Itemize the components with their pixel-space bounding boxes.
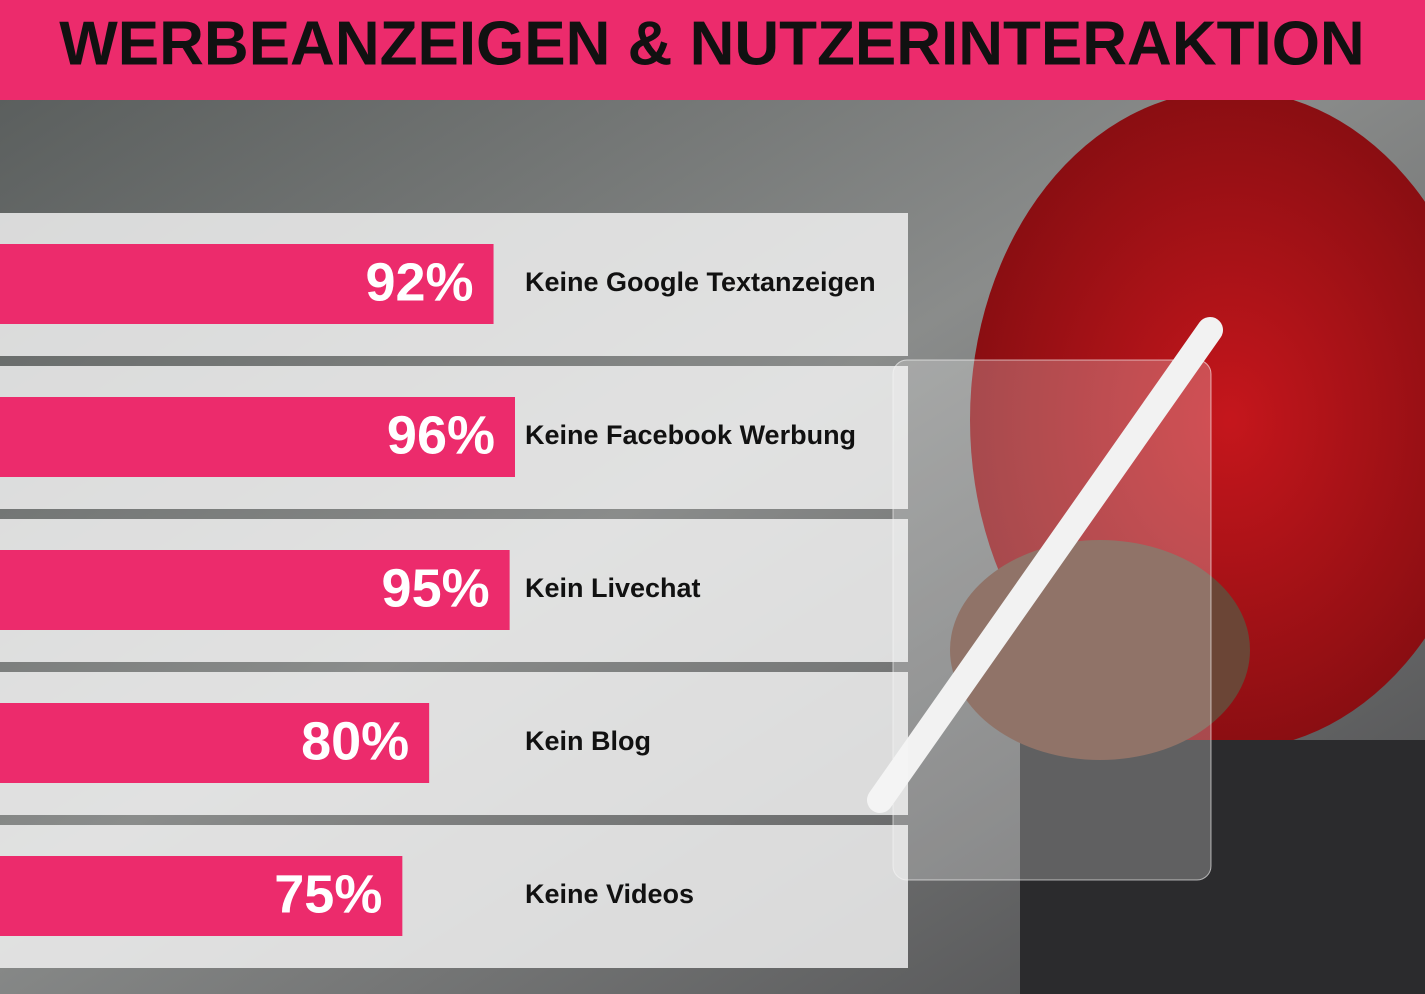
category-label: Keine Google Textanzeigen	[525, 267, 876, 297]
chart-title: WERBEANZEIGEN & NUTZERINTERAKTION	[59, 9, 1364, 78]
value-label: 92%	[365, 252, 473, 312]
value-label: 96%	[387, 405, 495, 465]
bar	[0, 550, 510, 630]
bar	[0, 856, 403, 936]
category-label: Kein Blog	[525, 726, 651, 756]
bar	[0, 703, 430, 783]
category-label: Kein Livechat	[525, 573, 701, 603]
bar	[0, 397, 515, 477]
value-label: 75%	[274, 864, 382, 924]
category-label: Keine Facebook Werbung	[525, 420, 856, 450]
header-band	[0, 0, 1425, 100]
value-label: 95%	[382, 558, 490, 618]
category-label: Keine Videos	[525, 879, 694, 909]
bar	[0, 244, 494, 324]
value-label: 80%	[301, 711, 409, 771]
